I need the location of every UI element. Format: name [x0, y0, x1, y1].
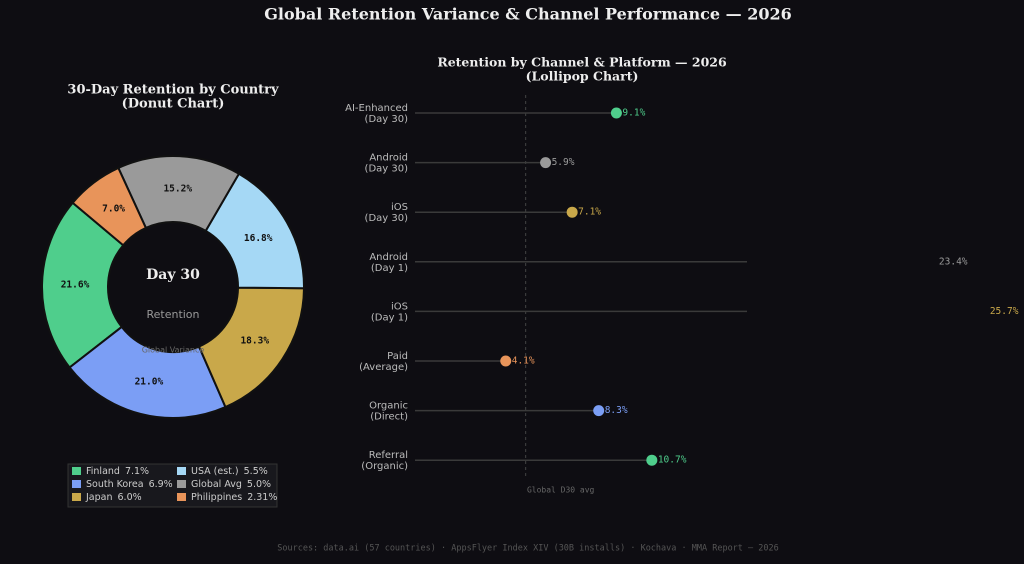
dot [500, 355, 512, 367]
dot [566, 206, 578, 218]
category-label: iOS [391, 301, 408, 312]
legend-label: Japan 6.0% [85, 492, 142, 503]
value-label: 23.4% [939, 256, 968, 267]
category-label: Organic [369, 401, 408, 412]
category-label: iOS [391, 202, 408, 213]
dot [610, 107, 622, 119]
legend-box [67, 463, 278, 508]
legend-swatch [72, 493, 81, 501]
dot [540, 157, 552, 169]
legend-label: South Korea 6.9% [86, 479, 173, 490]
dot [978, 306, 989, 317]
main-title: Global Retention Variance & Channel Perf… [264, 5, 792, 24]
category-label: AI-Enhanced [345, 103, 408, 114]
legend-label: Finland 7.1% [86, 466, 149, 477]
slice-label: 16.8% [244, 233, 273, 244]
dot [646, 454, 658, 466]
legend-value: 2.31% [247, 492, 277, 503]
category-label: (Direct) [370, 412, 408, 423]
legend-name: Philippines [191, 492, 242, 503]
lollipop-title: Retention by Channel & Platform — 2026 [437, 55, 727, 70]
legend-name: Finland [86, 466, 120, 477]
value-label: 8.3% [605, 405, 628, 416]
category-label: (Day 1) [371, 312, 408, 323]
center-note: Global Variance [142, 346, 205, 355]
slice-label: 7.0% [102, 204, 125, 215]
donut-subtitle: (Donut Chart) [122, 97, 225, 112]
legend-name: USA (est.) [191, 466, 239, 477]
category-label: (Day 1) [371, 263, 408, 274]
category-label: (Day 30) [365, 114, 409, 125]
value-label: 4.1% [512, 356, 535, 367]
legend-label: Global Avg 5.0% [191, 479, 271, 490]
legend-name: South Korea [86, 479, 144, 490]
legend-value: 7.1% [125, 466, 149, 477]
legend-label: Philippines 2.31% [191, 492, 277, 503]
center-title: Day 30 [146, 267, 200, 283]
plot-area [415, 107, 989, 466]
category-label: Referral [369, 450, 408, 461]
legend-swatch [177, 480, 186, 488]
dot [593, 405, 605, 417]
donut-slice [68, 325, 227, 419]
category-label: (Day 30) [365, 213, 409, 224]
legend-swatch [72, 480, 81, 488]
legend-value: 5.0% [247, 479, 271, 490]
legend-label: USA (est.) 5.5% [191, 466, 268, 477]
legend-swatch [177, 493, 186, 501]
donut-title: 30-Day Retention by Country [67, 83, 279, 98]
slice-label: 15.2% [163, 184, 192, 195]
legend-name: Global Avg [191, 479, 242, 490]
category-label: (Day 30) [365, 164, 409, 175]
value-label: 25.7% [990, 306, 1019, 317]
slice-label: 21.0% [135, 376, 164, 387]
donut-slice [71, 166, 148, 247]
legend-value: 6.9% [149, 479, 173, 490]
legend-swatch [72, 467, 81, 475]
category-label: Paid [387, 351, 408, 362]
dot [927, 256, 938, 267]
legend-value: 5.5% [244, 466, 268, 477]
slice-label: 18.3% [240, 336, 269, 347]
legend-swatch [177, 467, 186, 475]
legend-name: Japan [85, 492, 113, 503]
slice-label: 21.6% [61, 280, 90, 291]
value-label: 9.1% [622, 108, 645, 119]
lollipop-subtitle: (Lollipop Chart) [526, 69, 639, 84]
legend-value: 6.0% [118, 492, 142, 503]
category-label: (Organic) [361, 461, 408, 472]
category-label: Android [369, 153, 408, 164]
donut-slice [41, 201, 125, 369]
category-label: Android [369, 252, 408, 263]
value-label: 10.7% [658, 455, 687, 466]
reference-label: Global D30 avg [527, 486, 595, 495]
footer: Sources: data.ai (57 countries) · AppsFl… [277, 544, 779, 554]
category-label: (Average) [359, 362, 408, 373]
value-label: 5.9% [552, 157, 575, 168]
center-subtitle: Retention [146, 308, 199, 321]
value-label: 7.1% [578, 207, 601, 218]
